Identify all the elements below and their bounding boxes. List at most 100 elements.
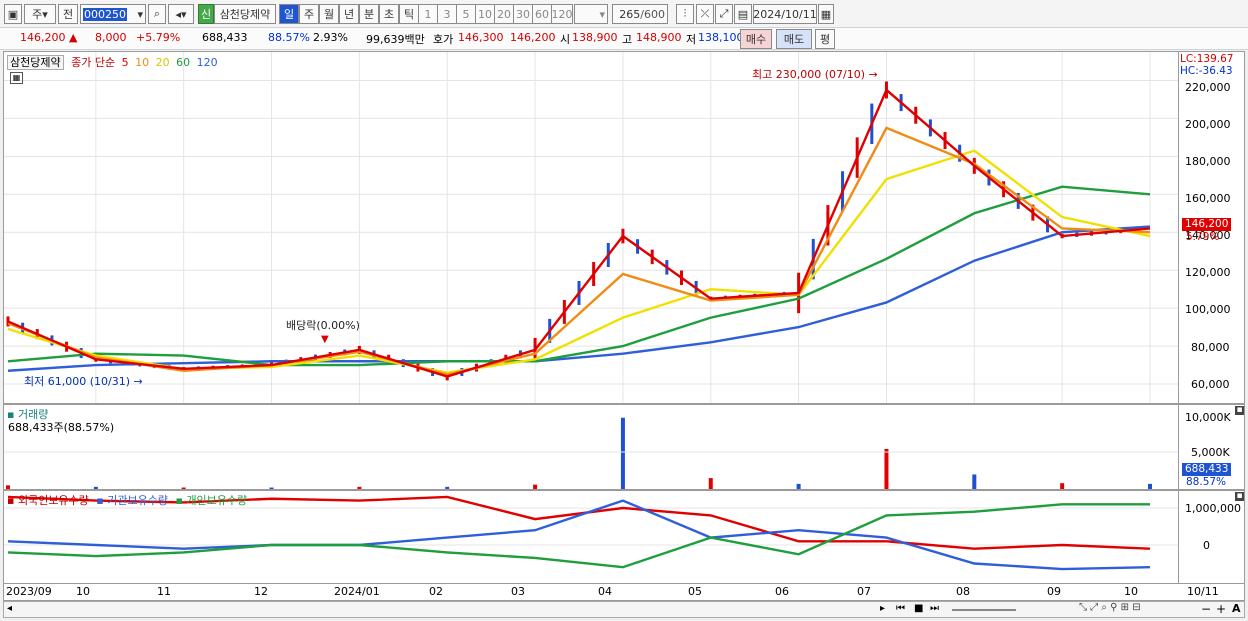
volume-bar-1 bbox=[93, 486, 98, 489]
volume-bar-12 bbox=[1060, 483, 1065, 489]
high-label: 고 bbox=[622, 33, 633, 46]
search-icon[interactable]: ⌕ bbox=[148, 4, 166, 24]
date-input[interactable]: 2024/10/11 bbox=[753, 4, 817, 24]
legend-individual: ▪ 개인보유수량 bbox=[175, 494, 248, 507]
trade-amount: 99,639백만 bbox=[366, 33, 425, 46]
hold-tick-0: 0 bbox=[1203, 539, 1210, 552]
volume-value: 688,433 bbox=[202, 31, 248, 44]
scroll-right-icon[interactable]: ▸ bbox=[880, 603, 886, 614]
tab-tick[interactable]: 틱 bbox=[399, 4, 419, 24]
vol-tick-10000k: 10,000K bbox=[1185, 411, 1231, 424]
tab-day[interactable]: 일 bbox=[279, 4, 299, 24]
period-60[interactable]: 60 bbox=[532, 4, 552, 24]
x-tick-04: 04 bbox=[598, 585, 612, 598]
volume-bar-5 bbox=[445, 486, 450, 489]
legend-ma60: 60 bbox=[176, 56, 191, 69]
table-icon[interactable]: ▦ bbox=[10, 72, 23, 84]
volume-bar-6 bbox=[533, 484, 538, 489]
x-tick-08: 08 bbox=[956, 585, 970, 598]
volume-bar-4 bbox=[357, 486, 362, 489]
period-1[interactable]: 1 bbox=[418, 4, 438, 24]
zoom-out-icon[interactable]: − bbox=[1201, 602, 1212, 616]
prev-button[interactable]: 전 bbox=[58, 4, 78, 24]
holding-line-holding_indiv bbox=[7, 503, 1150, 569]
holding-chart-svg bbox=[4, 495, 1178, 571]
compare-icon[interactable]: ⤢ bbox=[715, 4, 733, 24]
legend-institution: ▪ 기관보유수량 bbox=[96, 494, 168, 507]
volume-bar-3 bbox=[269, 487, 274, 489]
tab-week[interactable]: 주 bbox=[299, 4, 319, 24]
stop-icon[interactable]: ■ bbox=[914, 603, 924, 614]
high-price: 148,900 bbox=[636, 31, 682, 44]
volume-bar-2 bbox=[181, 487, 186, 489]
tab-second[interactable]: 초 bbox=[379, 4, 399, 24]
candle-icon[interactable]: ⫶ bbox=[676, 4, 694, 24]
period-20[interactable]: 20 bbox=[494, 4, 514, 24]
x-tick-10b: 10 bbox=[1124, 585, 1138, 598]
current-price: 146,200 ▲ bbox=[20, 31, 78, 44]
low-price: 138,100 bbox=[698, 31, 744, 44]
period-120[interactable]: 120 bbox=[551, 4, 573, 24]
sell-button[interactable]: 매도 bbox=[776, 29, 812, 49]
period-3[interactable]: 3 bbox=[437, 4, 457, 24]
tab-month[interactable]: 월 bbox=[319, 4, 339, 24]
x-tick-06: 06 bbox=[775, 585, 789, 598]
rewind-icon[interactable]: ⏮ bbox=[896, 603, 905, 614]
price-tag: 146,200 bbox=[1182, 218, 1232, 231]
legend-foreign: ▪ 외국인보유수량 bbox=[7, 494, 89, 507]
tab-minute[interactable]: 분 bbox=[359, 4, 379, 24]
volume-title: ▪ 거래량 bbox=[7, 408, 49, 421]
legend-ma5: 5 bbox=[121, 56, 129, 69]
holding-pane[interactable]: ▪ 외국인보유수량 ▪ 기관보유수량 ▪ 개인보유수량 bbox=[3, 490, 1179, 584]
speaker-icon[interactable]: ◂▾ bbox=[168, 4, 194, 24]
legend-ma20: 20 bbox=[155, 56, 170, 69]
buy-button[interactable]: 매수 bbox=[740, 29, 772, 49]
calendar-icon[interactable]: ▦ bbox=[818, 4, 834, 24]
zoom-slider[interactable] bbox=[952, 609, 1016, 611]
window-icon[interactable]: ▣ bbox=[4, 4, 22, 24]
collapse-icon[interactable]: ▪ bbox=[1235, 405, 1244, 415]
low-label: 저 bbox=[686, 33, 697, 46]
save-icon[interactable]: ▤ bbox=[734, 4, 752, 24]
volume-bar-9 bbox=[796, 483, 801, 489]
low-annotation: 최저 61,000 (10/31) → bbox=[24, 375, 143, 388]
holding-collapse-icon[interactable]: ▪ bbox=[1235, 491, 1244, 501]
text-size-icon[interactable]: A bbox=[1232, 602, 1241, 615]
zoom-in-icon[interactable]: + bbox=[1216, 602, 1227, 616]
ma-line-120 bbox=[7, 225, 1151, 372]
price-legend: 삼천당제약 종가 단순 5 10 20 60 120 bbox=[7, 54, 218, 70]
y-tick-220000: 220,000 bbox=[1185, 81, 1231, 94]
y-tick-80000: 80,000 bbox=[1191, 341, 1230, 354]
draw-tools-icon[interactable]: ⤫ bbox=[696, 4, 714, 24]
x-axis: 2023/09 10 11 12 2024/01 02 03 04 05 06 … bbox=[3, 584, 1245, 601]
period-5[interactable]: 5 bbox=[456, 4, 476, 24]
ma-line-60 bbox=[7, 185, 1151, 367]
forward-icon[interactable]: ⏭ bbox=[930, 603, 939, 614]
flat-button[interactable]: 평 bbox=[815, 29, 835, 49]
change-percent: +5.79% bbox=[136, 31, 181, 44]
volume-bar-0 bbox=[6, 485, 10, 489]
scroll-bar[interactable]: ◂ ▸ ⏮ ■ ⏭ ⤡ ⤢ ⌕ ⚲ ⊞ ⊟ − + A bbox=[3, 601, 1245, 618]
tool-icons[interactable]: ⤡ ⤢ ⌕ ⚲ ⊞ ⊟ bbox=[1079, 602, 1141, 613]
x-tick-2023-09: 2023/09 bbox=[6, 585, 52, 598]
period-10[interactable]: 10 bbox=[475, 4, 495, 24]
chart-type-select[interactable]: 주 ▾ bbox=[24, 4, 56, 24]
stock-code-input[interactable]: 000250 ▾ bbox=[80, 4, 146, 24]
y-tick-180000: 180,000 bbox=[1185, 155, 1231, 168]
period-30[interactable]: 30 bbox=[513, 4, 533, 24]
stock-name-field[interactable]: 삼천당제약 bbox=[214, 4, 276, 24]
ask-price: 146,300 bbox=[458, 31, 504, 44]
price-pane[interactable]: 삼천당제약 종가 단순 5 10 20 60 120 ▦ 최고 230,000 … bbox=[3, 51, 1179, 404]
legend-indicator: 종가 단순 bbox=[71, 56, 116, 69]
quote-bar: 146,200 ▲ 8,000 +5.79% 688,433 88.57% 2.… bbox=[0, 28, 1248, 50]
scroll-left-icon[interactable]: ◂ bbox=[7, 603, 13, 614]
chart-type-label: 주 bbox=[32, 8, 43, 21]
vol-tick-5000k: 5,000K bbox=[1191, 446, 1230, 459]
count-input[interactable]: 265/600 bbox=[612, 4, 668, 24]
tab-year[interactable]: 년 bbox=[339, 4, 359, 24]
dividend-arrow-icon: ▼ bbox=[321, 334, 329, 345]
volume-pane[interactable]: ▪ 거래량 688,433주(88.57%) bbox=[3, 404, 1179, 490]
x-tick-02: 02 bbox=[429, 585, 443, 598]
period-dropdown[interactable]: ▾ bbox=[574, 4, 608, 24]
hold-tick-1000000: 1,000,000 bbox=[1185, 502, 1241, 515]
